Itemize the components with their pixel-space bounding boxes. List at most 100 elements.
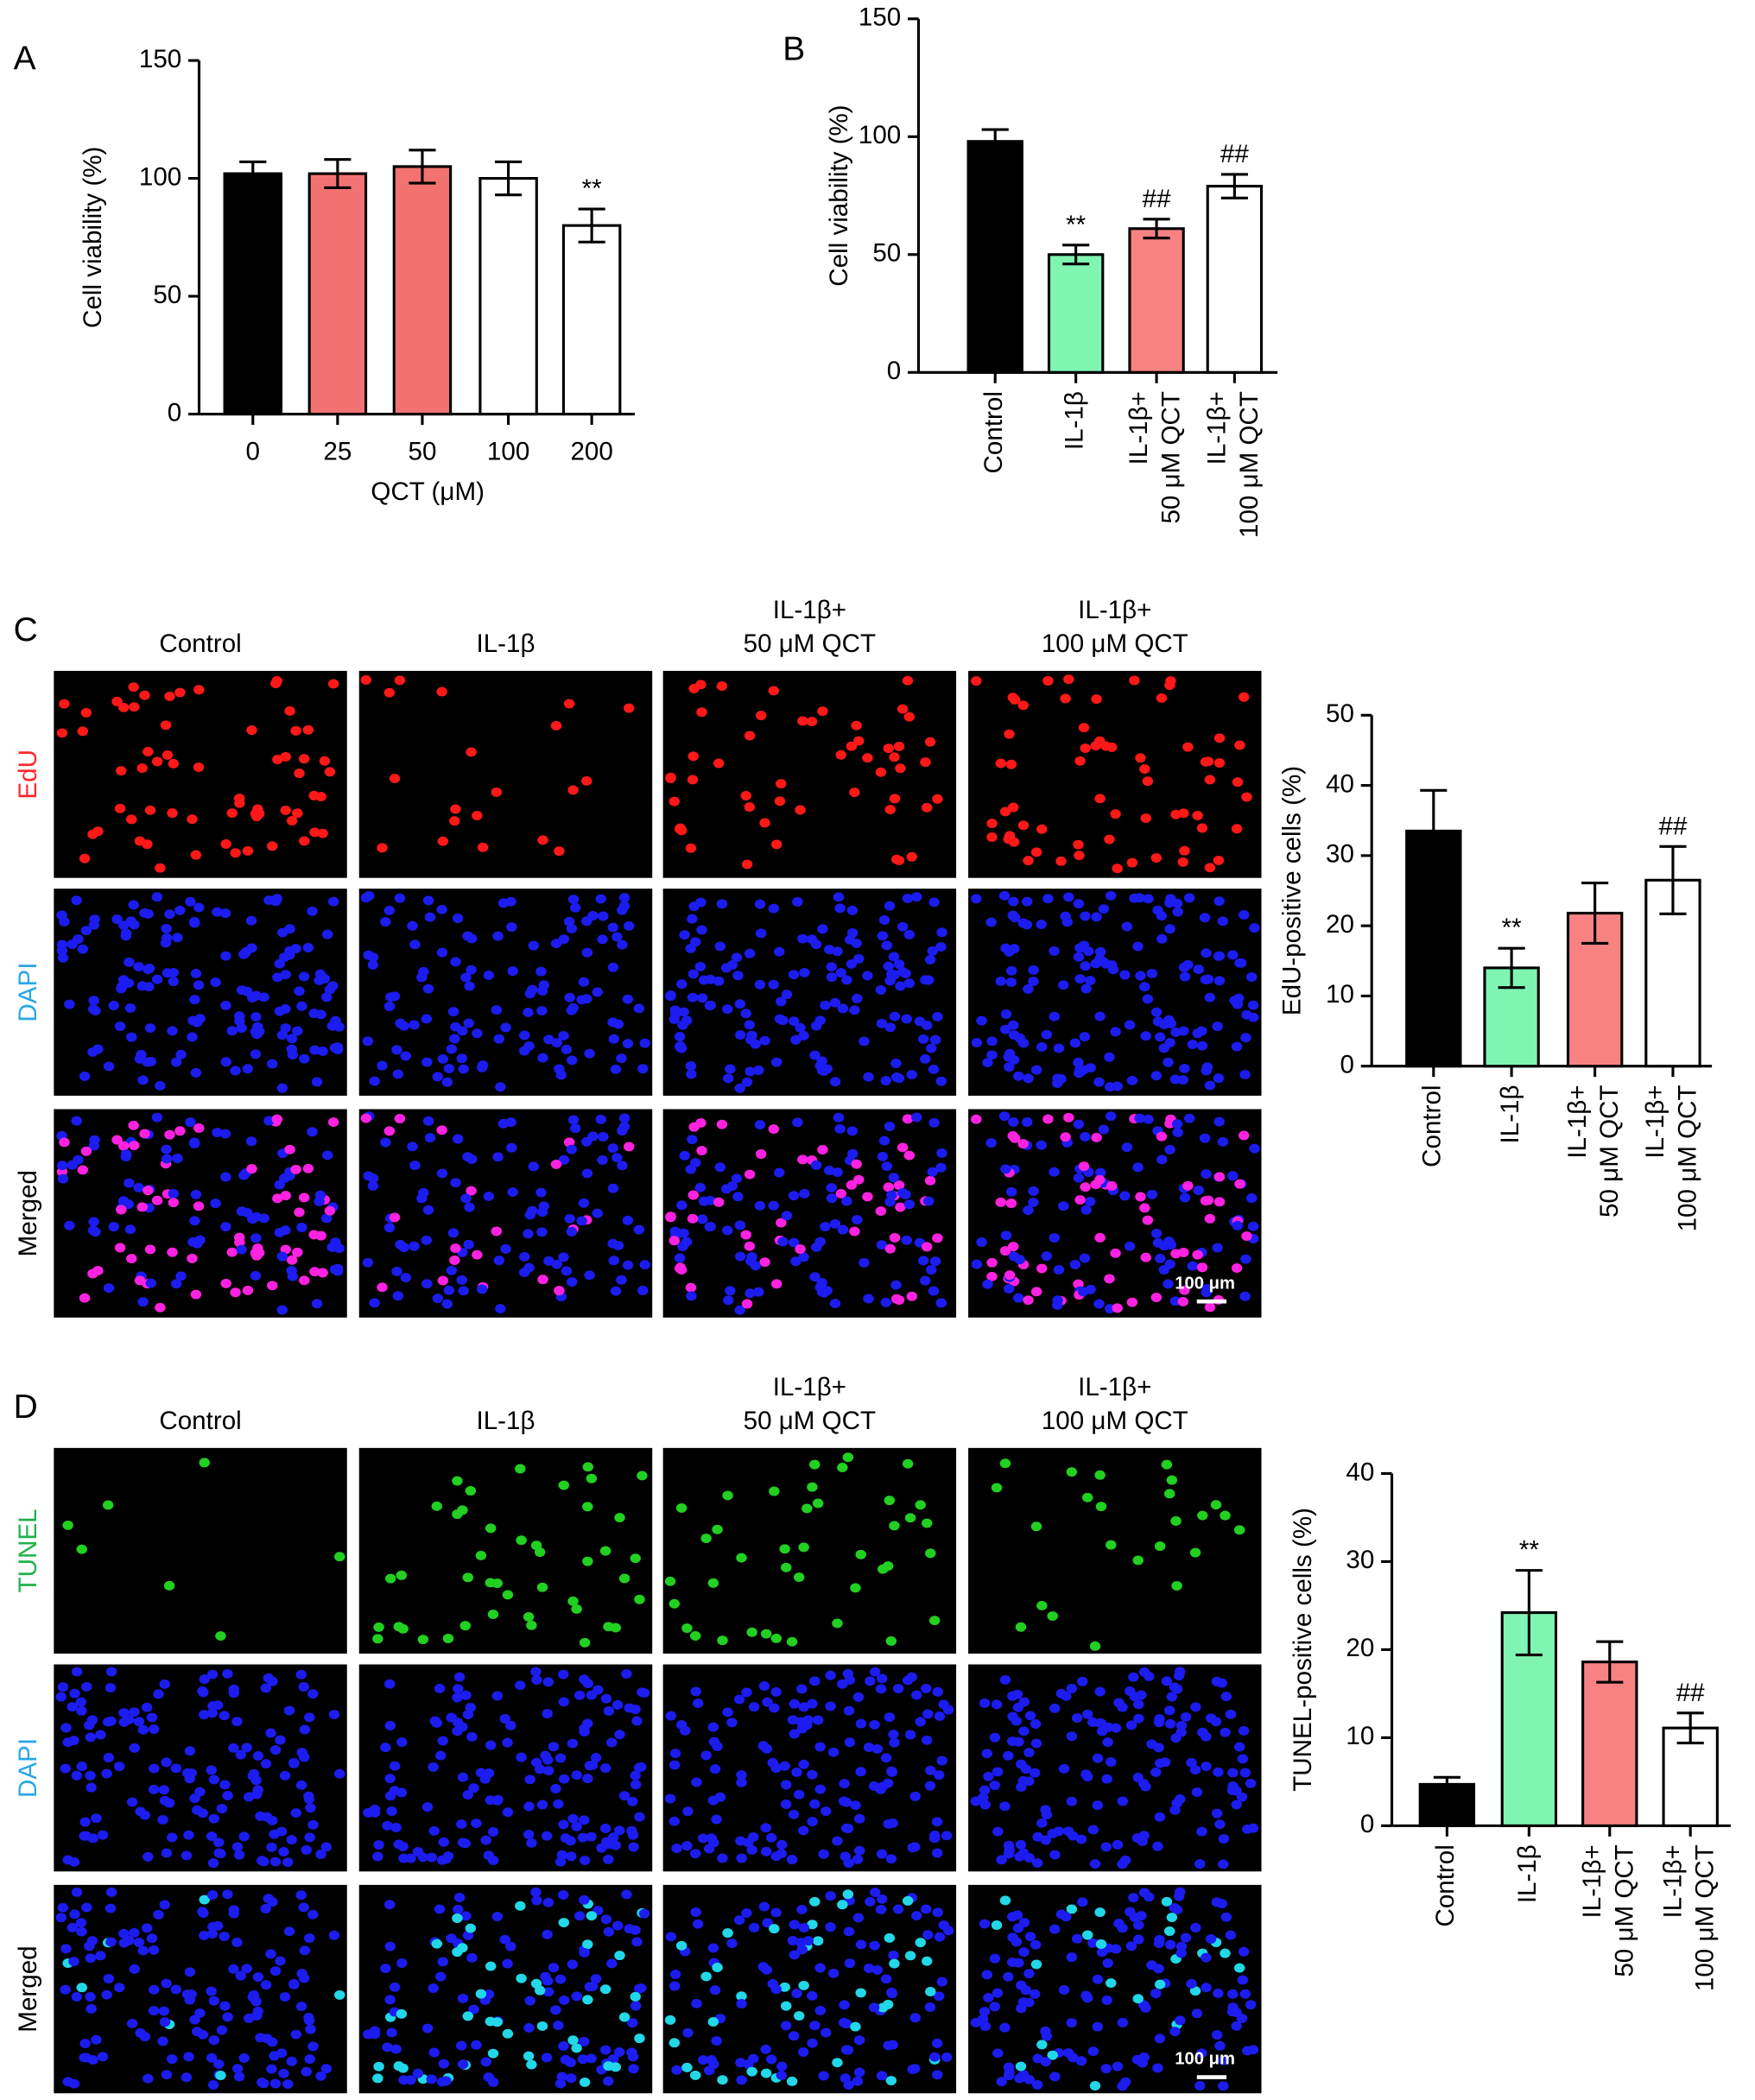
- nucleus: [1135, 971, 1146, 981]
- nucleus: [80, 707, 92, 718]
- nucleus: [133, 1182, 144, 1192]
- nucleus: [582, 1939, 593, 1950]
- nucleus: [269, 1745, 282, 1755]
- nucleus: [279, 1770, 291, 1781]
- error-bar: [981, 128, 1009, 155]
- nucleus: [311, 1077, 323, 1087]
- nucleus: [124, 1178, 135, 1188]
- nucleus: [208, 1774, 220, 1785]
- nucleus: [736, 1853, 747, 1863]
- nucleus: [807, 1698, 818, 1709]
- y-tick-label: 0: [1360, 1810, 1374, 1838]
- nucleus: [319, 756, 331, 766]
- nucleus: [148, 1945, 160, 1955]
- nucleus: [1063, 892, 1074, 902]
- nucleus: [863, 1294, 874, 1304]
- nucleus: [757, 1741, 770, 1751]
- nucleus: [1101, 1995, 1112, 2005]
- nucleus: [1137, 2058, 1148, 2068]
- nucleus: [1112, 2061, 1124, 2072]
- nucleus: [889, 1521, 900, 1531]
- nucleus: [139, 1810, 151, 1820]
- nucleus: [296, 1969, 307, 1979]
- nucleus: [906, 1291, 918, 1301]
- nucleus: [765, 2054, 777, 2065]
- nucleus: [875, 767, 887, 777]
- nucleus: [536, 1006, 548, 1016]
- nucleus: [851, 1159, 862, 1169]
- y-tick-label: 150: [858, 3, 901, 32]
- nucleus: [228, 1908, 240, 1919]
- nucleus: [1155, 1253, 1166, 1263]
- nucleus: [269, 1856, 282, 1867]
- nucleus: [263, 895, 275, 906]
- nucleus: [269, 2078, 282, 2089]
- nucleus: [924, 737, 936, 747]
- nucleus: [269, 1966, 282, 1977]
- nucleus: [1213, 758, 1226, 768]
- nucleus: [250, 1012, 262, 1022]
- nucleus: [390, 2044, 402, 2054]
- x-tick-label: IL-1β: [1060, 391, 1088, 450]
- nucleus: [144, 1244, 156, 1255]
- nucleus: [799, 967, 810, 977]
- nucleus: [825, 1701, 836, 1711]
- nucleus: [538, 1201, 550, 1211]
- nucleus: [617, 1126, 628, 1136]
- nucleus: [932, 2070, 943, 2080]
- nucleus: [795, 1244, 806, 1255]
- nucleus: [1213, 1172, 1226, 1182]
- nucleus: [846, 741, 858, 751]
- nucleus: [675, 1043, 687, 1053]
- nucleus: [712, 1742, 723, 1751]
- x-tick-label: Control: [1431, 1844, 1460, 1926]
- nucleus: [1172, 1128, 1183, 1137]
- nucleus: [288, 1979, 300, 1989]
- nucleus: [1110, 1944, 1122, 1954]
- nucleus: [807, 1482, 818, 1492]
- nucleus: [507, 1187, 518, 1197]
- nucleus: [155, 1302, 166, 1312]
- nucleus: [979, 1785, 991, 1795]
- nucleus: [747, 2053, 759, 2064]
- micrograph: [358, 1447, 653, 1654]
- nucleus: [869, 1667, 881, 1677]
- nucleus: [1081, 1930, 1093, 1940]
- x-tick-label: IL-1β+: [1203, 391, 1232, 465]
- nucleus: [453, 1893, 466, 1902]
- nucleus: [1015, 1839, 1027, 1850]
- nucleus: [57, 1902, 69, 1913]
- nucleus: [1189, 1986, 1201, 1996]
- nucleus: [1074, 851, 1085, 861]
- nucleus: [884, 1243, 897, 1254]
- nucleus: [394, 675, 406, 686]
- nucleus: [1240, 1254, 1251, 1264]
- micrograph: 100 μm: [968, 1109, 1262, 1318]
- nucleus: [184, 1746, 196, 1756]
- nucleus: [1234, 1179, 1245, 1189]
- nucleus: [606, 1958, 618, 1969]
- nucleus: [687, 1135, 698, 1145]
- nucleus: [1150, 1989, 1162, 1999]
- nucleus: [516, 1973, 527, 1983]
- nucleus: [1227, 1781, 1239, 1791]
- nucleus: [398, 1021, 409, 1031]
- nucleus: [868, 1781, 880, 1791]
- nucleus: [298, 971, 310, 982]
- nucleus: [1200, 1196, 1212, 1206]
- nucleus: [1049, 1703, 1061, 1713]
- micrograph: [54, 1109, 347, 1318]
- nucleus: [1030, 1719, 1042, 1729]
- nucleus: [515, 1464, 526, 1474]
- nucleus: [220, 1000, 231, 1010]
- nucleus: [269, 2051, 280, 2061]
- nucleus: [906, 851, 918, 862]
- nucleus: [741, 1077, 753, 1087]
- nucleus: [449, 816, 460, 826]
- nucleus: [925, 1987, 936, 1996]
- nucleus: [837, 1679, 848, 1689]
- nucleus: [220, 839, 231, 849]
- nucleus: [324, 1205, 336, 1216]
- nucleus: [582, 1774, 593, 1784]
- nucleus: [77, 726, 89, 737]
